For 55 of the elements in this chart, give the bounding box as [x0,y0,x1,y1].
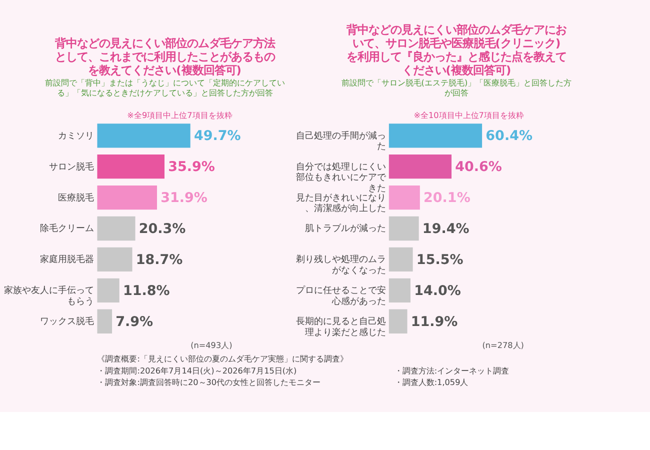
bar [388,216,419,241]
bar [388,247,413,272]
data-label: 35.9% [168,159,216,176]
data-label: 20.1% [424,190,471,206]
y-tick-label: 長期的に見ると自己処理より楽だと感じた [296,316,386,338]
y-tick-label: 剃り残しや処理のムラがなくなった [296,254,386,276]
y-tick-label: 医療脱毛 [58,192,94,204]
bar [97,185,158,210]
y-tick-label: 肌トラブルが減った [304,223,386,234]
data-label: 18.7% [136,252,184,268]
bar [388,278,411,302]
data-label: 19.4% [422,221,470,238]
data-label: 15.5% [416,252,464,268]
text: ・調査人数:1,059人 [394,377,468,388]
data-label: 7.9% [116,314,154,330]
y-tick-label: 家庭用脱毛器 [40,254,94,266]
y-tick-label: 自己処理の手間が減った [296,130,386,152]
bar [97,278,120,302]
y-tick-label: ワックス脱毛 [40,316,94,328]
y-tick-label: プロに任せることで安心感があった [296,285,386,307]
text: ・調査方法:インターネット調査 [394,365,510,376]
data-label: 20.3% [138,221,186,238]
bar [97,154,164,179]
chart-subtitle: 前設問で「背中」または「うなじ」について「定期的にケアしている」「気になるときだけケアしている」と回答した方が回答 [44,77,285,98]
text: (n=493人) [190,340,232,350]
y-tick-label: 家族や友人に手伝ってもらう [4,285,94,307]
text: 《調査概要:「見えにくい部位の夏のムダ毛ケア実態」に関する調査》 [97,354,348,364]
data-label: 11.8% [122,282,170,299]
bar [388,124,482,148]
chart-title: 背中などの見えにくい部位のムダ毛ケア方法として、これまでに利用したことがあるものを教えてください(複数回答可) [54,37,275,78]
data-label: 11.9% [410,314,458,330]
text: ※全9項目中上位7項目を抜粋 [127,110,232,120]
y-tick-label: 自分では処理しにくい部位もきれいにケアできた [296,161,387,194]
bar [388,185,420,210]
bar [97,216,136,241]
y-tick-label: 除毛クリーム [40,223,94,234]
text: ※全10項目中上位7項目を抜粋 [414,110,524,120]
data-label: 60.4% [486,128,533,144]
bar [388,154,452,179]
text: (n=278人) [482,340,524,350]
y-tick-label: サロン脱毛 [49,161,94,172]
data-label: 14.0% [414,282,462,299]
data-label: 31.9% [160,190,208,206]
chart-subtitle: 前設問で「サロン脱毛(エステ脱毛)」「医療脱毛」と回答した方が回答 [341,77,572,98]
chart-title: 背中などの見えにくい部位のムダ毛ケアにおいて、サロン脱毛や医療脱毛(クリニック)を利用して『良かった』と感じた点を教えてください(複数回答可) [345,24,566,78]
bar [388,309,408,334]
y-tick-label: 見た目がきれいになり、清潔感が向上した [296,192,386,214]
text: ・調査対象:調査回答時に20～30代の女性と回答したモニター [97,377,321,388]
bar [97,247,132,272]
bar [97,124,190,148]
data-label: 40.6% [455,159,502,176]
y-tick-label: カミソリ [58,131,94,142]
text: ・調査期間:2026年7月14日(火)～2026年7月15日(水) [97,365,297,376]
bar [97,309,112,334]
data-label: 49.7% [194,128,242,144]
